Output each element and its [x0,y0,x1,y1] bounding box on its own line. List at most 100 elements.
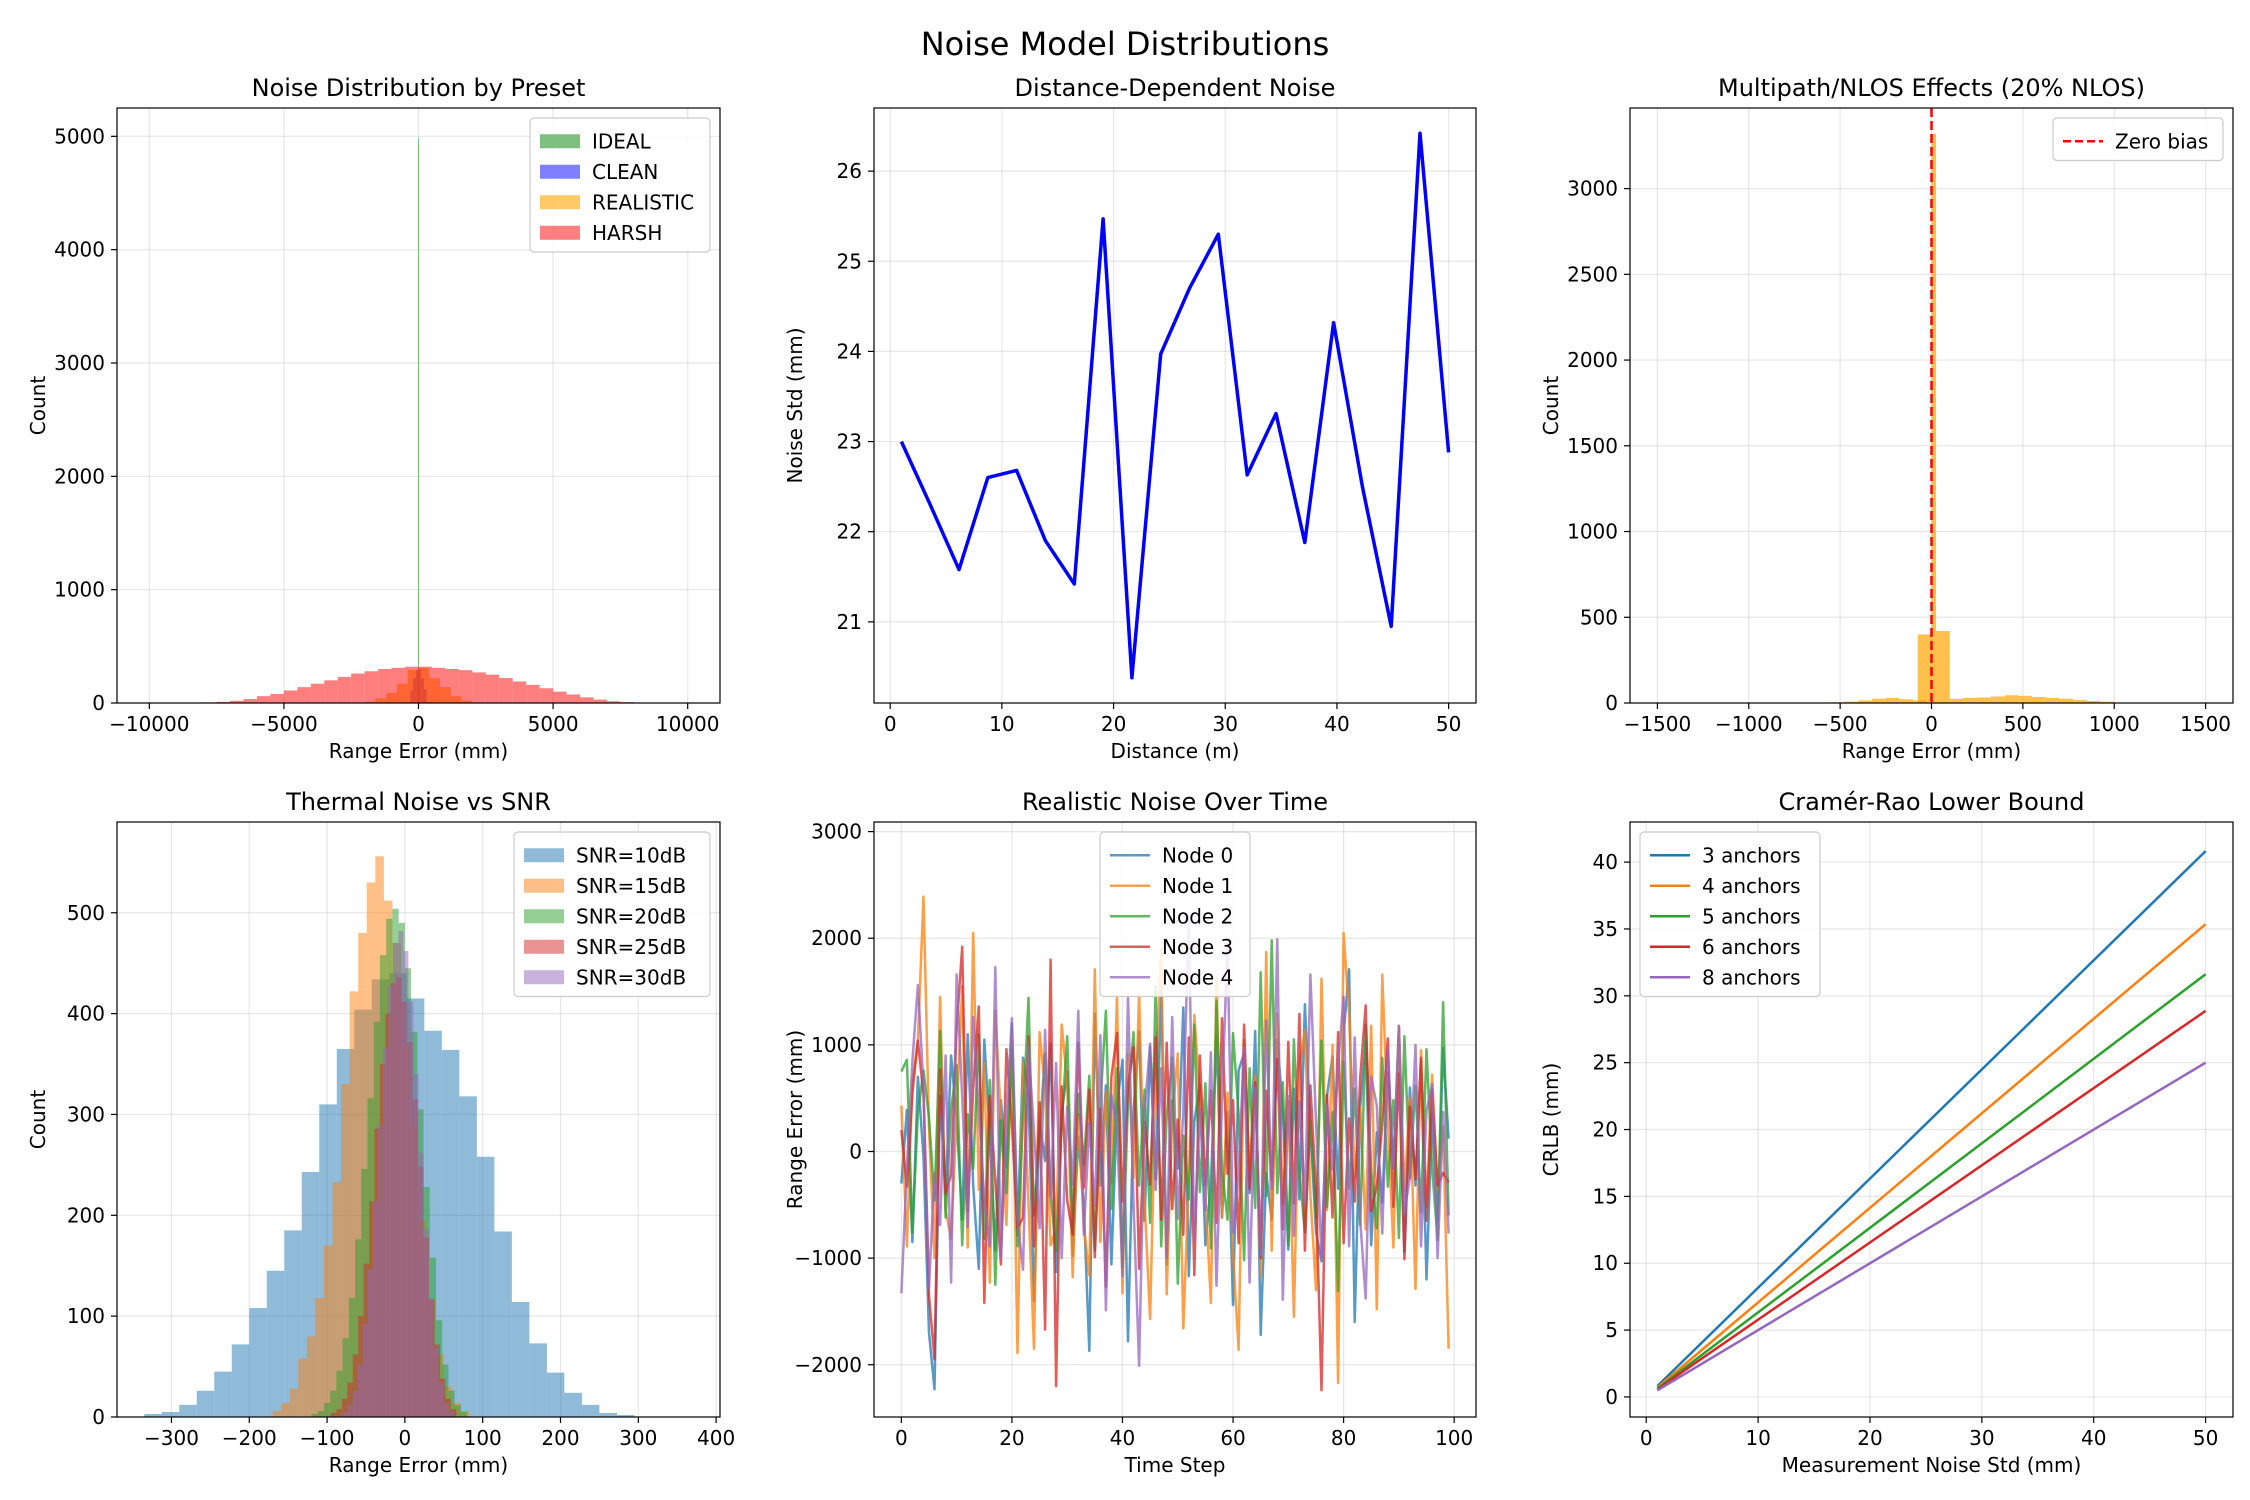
plot-area [900,895,1450,1392]
x-tick-label: −10000 [109,712,189,736]
legend-label: SNR=30dB [576,965,686,989]
histogram-bar [606,701,621,703]
histogram-bar [391,667,406,703]
histogram-bar [249,1308,267,1417]
y-tick-label: 0 [92,1405,105,1429]
x-tick-label: 80 [1331,1426,1356,1450]
histogram-bar [616,1414,635,1417]
histogram-bar [324,680,338,703]
histogram-bar [1917,634,1932,703]
histogram-bar [378,669,392,703]
histogram-bar [564,1392,582,1417]
histogram-bar [289,1388,299,1417]
y-tick-label: 22 [837,520,862,544]
y-tick-label: 1500 [1567,434,1618,458]
axes-frame [873,107,1477,704]
histogram-bar [2059,698,2074,703]
histogram-bar [423,1229,429,1417]
x-tick-label: 20 [1101,712,1126,736]
histogram-bar [347,1404,353,1417]
figure-title: Noise Model Distributions [921,25,1330,63]
chart-panel-time: 0 20 40 60 80 100 −2000 −1000 0 1000 2000 3000 Reali… [783,788,1477,1477]
y-tick-label: 20 [1593,1118,1618,1142]
y-axis-label: Count [1539,376,1563,436]
histogram-bar [348,1298,356,1417]
histogram-bar [256,696,271,703]
x-axis-label: Time Step [1124,1453,1226,1477]
histogram-bar [342,1411,348,1417]
x-tick-label: 0 [884,712,897,736]
legend-label: SNR=15dB [576,874,686,898]
y-tick-label: 5000 [54,124,105,148]
x-tick-label: 0 [895,1426,908,1450]
histogram-bar [351,673,365,703]
histogram-bar [2004,695,2019,703]
histogram-bar [337,676,352,703]
x-tick-label: 30 [1969,1426,1994,1450]
chart-panel-nlos: −1500 −1000 −500 0 500 1000 1500 0 500 1000 1500 20… [1539,74,2234,763]
histogram-bar [546,1372,565,1417]
x-tick-label: 20 [1857,1426,1882,1450]
x-tick-label: 1500 [2180,712,2231,736]
legend-frame [2052,117,2224,162]
y-tick-label: 40 [1593,850,1618,874]
x-axis-label: Range Error (mm) [1842,739,2021,763]
x-tick-label: 40 [2081,1426,2106,1450]
histogram-bar [529,1343,547,1417]
histogram-bar [311,1413,318,1417]
x-tick-label: −1500 [1624,712,1692,736]
y-tick-label: 2500 [1567,262,1618,286]
histogram-bar [472,672,486,703]
legend-label: Node 3 [1162,935,1233,959]
histogram-bar [352,1390,358,1417]
histogram-bar [1977,697,1991,703]
legend-swatch [540,164,580,179]
chart-panel-preset: −10000 −5000 0 5000 10000 0 1000 2000 3000 4000 50… [26,74,721,763]
legend-label: 8 anchors [1702,965,1801,989]
axes-frame [116,821,721,1418]
histogram-bar [408,1001,414,1417]
histogram-bar [315,1298,324,1417]
chart-title: Thermal Noise vs SNR [285,788,551,816]
x-tick-label: 0 [1640,1426,1653,1450]
legend-swatch [540,134,580,149]
histogram-bar [454,1404,461,1417]
x-tick-label: 50 [1436,712,1461,736]
y-tick-label: 2000 [811,926,862,950]
x-tick-label: 0 [412,712,425,736]
y-tick-label: 26 [837,159,862,183]
histogram-bar [2086,700,2101,703]
histogram-bar [593,699,607,703]
legend-swatch [524,970,564,985]
histogram-bar [418,138,419,703]
legend-label: 3 anchors [1702,843,1801,867]
x-tick-label: 30 [1213,712,1238,736]
x-tick-label: 0 [399,1426,412,1450]
histogram-bar [281,1402,290,1417]
histogram-bar [459,1096,477,1417]
y-tick-label: 1000 [1567,520,1618,544]
histogram-bar [336,1370,343,1417]
histogram-bar [460,1411,468,1417]
histogram-bar [283,690,298,703]
legend-label: Node 2 [1162,904,1233,928]
chart-title: Realistic Noise Over Time [1022,788,1328,816]
histogram-bar [418,137,419,703]
y-tick-label: 0 [1605,691,1618,715]
legend: SNR=10dB SNR=15dB SNR=20dB SNR=25dB SNR=30dB [513,831,711,998]
series-line [1656,923,2207,1389]
histogram-bar [438,1382,444,1417]
x-tick-label: 40 [1324,712,1349,736]
x-tick-label: 100 [464,1426,502,1450]
histogram-bar [357,1364,363,1417]
histogram-bar [418,666,432,703]
series-line [1656,1061,2207,1392]
histogram-bar [230,700,244,703]
histogram-bar [362,1324,368,1417]
y-tick-label: 24 [837,339,862,363]
histogram-bar [341,1084,350,1417]
histogram-bar [243,699,257,703]
x-tick-label: 10 [1745,1426,1770,1450]
histogram-bar [196,1390,215,1417]
